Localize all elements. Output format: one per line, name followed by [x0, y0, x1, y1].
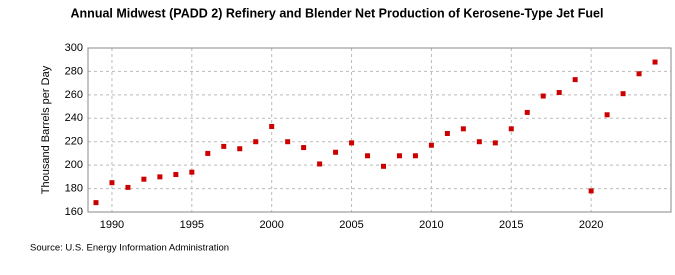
y-tick-label: 280 [65, 65, 83, 77]
y-tick-label: 180 [65, 182, 83, 194]
data-point [620, 91, 626, 97]
y-axis-label: Thousand Barrels per Day [40, 65, 52, 194]
data-point [125, 184, 131, 190]
data-point [109, 180, 115, 186]
data-point [412, 153, 418, 159]
data-point [253, 139, 259, 145]
data-point [333, 149, 339, 155]
data-point [221, 143, 227, 149]
data-point [636, 71, 642, 77]
data-point [93, 200, 99, 206]
plot-frame [87, 47, 672, 213]
x-tick-label: 1995 [180, 219, 204, 231]
data-point [301, 145, 307, 151]
data-point [588, 188, 594, 194]
data-point [604, 112, 610, 118]
data-point [492, 140, 498, 146]
x-tick-label: 2010 [419, 219, 443, 231]
data-point [269, 123, 275, 129]
data-point [460, 126, 466, 132]
data-point [173, 172, 179, 178]
data-point [540, 93, 546, 99]
data-point [237, 146, 243, 152]
data-point [652, 59, 658, 65]
x-tick-label: 1990 [100, 219, 124, 231]
data-point [476, 139, 482, 145]
data-point [285, 139, 291, 145]
y-tick-label: 240 [65, 112, 83, 124]
data-point [349, 140, 355, 146]
data-point [380, 163, 386, 169]
data-point [189, 169, 195, 175]
data-point [365, 153, 371, 159]
data-point [572, 77, 578, 83]
y-tick-label: 200 [65, 159, 83, 171]
x-tick-label: 2020 [579, 219, 603, 231]
data-point [157, 174, 163, 180]
y-tick-label: 260 [65, 89, 83, 101]
y-tick-label: 300 [65, 42, 83, 54]
y-tick-label: 160 [65, 206, 83, 218]
data-point [428, 142, 434, 148]
x-tick-label: 2000 [259, 219, 283, 231]
y-tick-label: 220 [65, 136, 83, 148]
data-point [508, 126, 514, 132]
data-point [556, 90, 562, 96]
source-note: Source: U.S. Energy Information Administ… [30, 243, 229, 254]
data-point [205, 150, 211, 156]
data-point [396, 153, 402, 159]
chart-title: Annual Midwest (PADD 2) Refinery and Ble… [71, 6, 604, 20]
data-point [141, 176, 147, 182]
x-tick-label: 2015 [499, 219, 523, 231]
x-tick-label: 2005 [339, 219, 363, 231]
data-point [444, 131, 450, 137]
data-point [524, 109, 530, 115]
data-point [317, 161, 323, 167]
